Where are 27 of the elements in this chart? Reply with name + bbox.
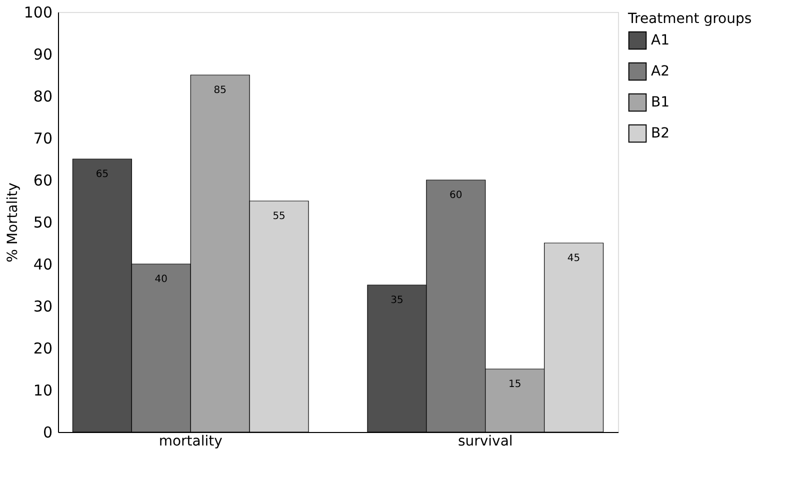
data-label: 85 [214,85,226,96]
data-label: 35 [390,295,404,306]
y-tick-label: 40 [33,256,52,274]
legend-title: Treatment groups [627,11,752,27]
legend-label: B2 [651,126,670,142]
data-label: 40 [154,274,168,285]
data-label: 60 [450,190,462,201]
legend-label: A2 [651,64,670,80]
legend-label: A1 [651,32,670,48]
y-tick-label: 80 [33,88,52,106]
y-tick-label: 20 [33,340,52,358]
y-tick-label: 100 [24,4,52,22]
y-tick-label: 0 [42,424,52,442]
y-tick-label: 10 [33,382,52,400]
legend-label: B1 [651,94,670,110]
x-tick-label: survival [458,434,513,450]
y-axis-title: % Mortality [4,182,21,262]
y-tick-label: 60 [33,172,52,190]
data-label: 45 [567,253,580,264]
y-tick-label: 90 [33,46,52,64]
y-tick-label: 50 [33,214,52,232]
y-tick-label: 70 [33,130,52,148]
data-label: 65 [96,169,109,180]
data-label: 55 [272,211,286,222]
x-tick-label: mortality [158,434,222,450]
y-tick-label: 30 [33,298,52,316]
data-label: 15 [508,379,522,390]
